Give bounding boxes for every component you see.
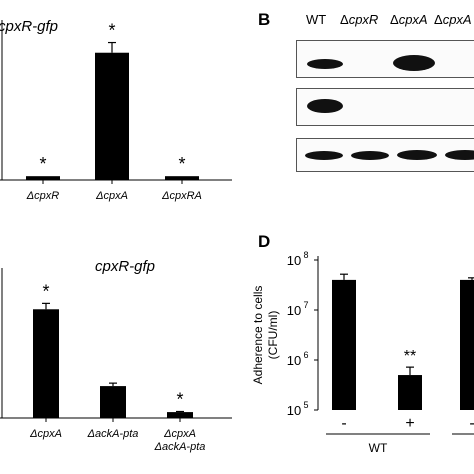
significance-1: * xyxy=(108,21,115,41)
panel-d-label: D xyxy=(258,232,271,251)
y-axis-label: (CFU/ml) xyxy=(266,311,280,360)
blot-band xyxy=(351,151,389,160)
x-tick-label: ΔcpxA ΔackA-pta xyxy=(154,428,206,453)
blot-band xyxy=(305,151,343,160)
blot-lane-label: ΔcpxA xyxy=(390,12,428,27)
bar-0 xyxy=(26,176,60,180)
blot-band xyxy=(445,150,474,160)
blot-band xyxy=(393,55,435,71)
group-label: WT xyxy=(369,441,388,455)
blot-lane-label: WT xyxy=(306,12,327,27)
bar-2 xyxy=(165,176,199,180)
x-tick-label: ΔcpxA xyxy=(30,428,62,440)
y-axis-label: Adherence to cells xyxy=(251,286,265,385)
treatment-label-2: - xyxy=(469,415,474,432)
blot-band xyxy=(397,150,437,160)
y-tick-label: 10 xyxy=(287,303,301,318)
x-tick-label: ΔcpxR xyxy=(26,190,60,202)
blot-band xyxy=(307,99,343,113)
blot-lane-label: ΔcpxR xyxy=(340,12,379,27)
chart-a-bottom-title: cpxR-gfp xyxy=(95,258,156,275)
blot-lane-label: ΔcpxA xyxy=(434,12,472,27)
bar-0 xyxy=(33,309,59,418)
bar-0 xyxy=(332,279,356,410)
x-tick-label: ΔackA-pta xyxy=(87,428,139,440)
bar-1 xyxy=(398,375,422,410)
blot-row-2 xyxy=(296,88,474,126)
y-tick-label: 10 xyxy=(287,253,301,268)
significance-2: * xyxy=(176,390,183,410)
y-tick-exponent: 8 xyxy=(303,250,308,260)
y-tick-exponent: 7 xyxy=(303,300,308,310)
y-tick-exponent: 5 xyxy=(303,400,308,410)
blot-band xyxy=(307,59,343,69)
chart-a-top: * * * xyxy=(0,20,232,184)
significance-0: * xyxy=(42,281,49,301)
y-tick-label: 10 xyxy=(287,403,301,418)
y-tick-exponent: 6 xyxy=(303,350,308,360)
treatment-label-0: - xyxy=(341,415,346,432)
x-tick-label: ΔcpxRA xyxy=(162,190,202,202)
significance-2: * xyxy=(178,154,185,174)
y-tick-label: 10 xyxy=(287,353,301,368)
significance-0: * xyxy=(39,154,46,174)
blot-row-3 xyxy=(296,138,474,172)
bar-1 xyxy=(95,52,129,180)
bar-2 xyxy=(167,412,193,418)
significance-1: ** xyxy=(404,348,416,365)
bar-1 xyxy=(100,386,126,418)
chart-a-top-title: cpxR-gfp xyxy=(0,18,59,35)
chart-a-bottom: ** xyxy=(0,268,232,422)
blot-row-1 xyxy=(296,40,474,78)
treatment-label-1: + xyxy=(405,415,414,432)
x-tick-label: ΔcpxA xyxy=(96,190,128,202)
panel-b-label: B xyxy=(258,10,271,29)
bar-2 xyxy=(460,279,474,410)
